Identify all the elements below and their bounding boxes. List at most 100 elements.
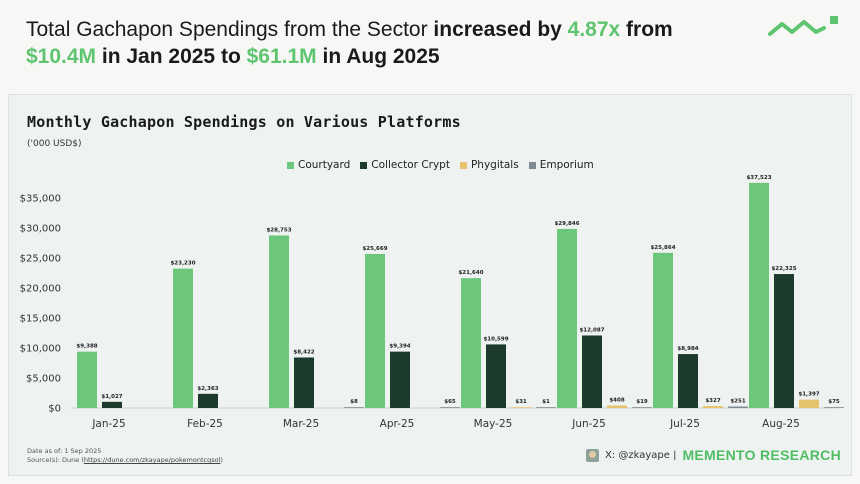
bar-courtyard — [365, 253, 385, 408]
data-label: $29,846 — [554, 221, 579, 227]
data-label: $1,027 — [101, 394, 122, 400]
data-label: $2,363 — [197, 386, 218, 392]
legend-label: Emporium — [539, 159, 594, 171]
x-tick-label: Jan-25 — [91, 418, 125, 430]
bar-emporium — [632, 407, 652, 408]
bar-emporium — [728, 406, 748, 408]
data-label: $327 — [705, 398, 720, 404]
data-label: $22,325 — [771, 266, 796, 272]
data-label: $25,864 — [650, 245, 675, 251]
x-tick-label: Apr-25 — [380, 418, 415, 430]
legend-swatch — [287, 161, 294, 169]
brand-name: MEMENTO RESEARCH — [682, 447, 841, 463]
footer-branding: X: @zkayape | MEMENTO RESEARCH — [585, 447, 841, 463]
data-label: $31 — [515, 399, 527, 405]
bar-collector-crypt — [774, 274, 794, 408]
x-tick-label: Aug-25 — [762, 418, 800, 430]
data-label: $21,640 — [458, 270, 483, 276]
x-tick-label: Jun-25 — [571, 418, 606, 430]
data-label: $8,422 — [293, 349, 314, 355]
x-tick-label: May-25 — [474, 418, 513, 430]
bar-courtyard — [653, 252, 673, 408]
x-handle[interactable]: X: @zkayape | — [604, 449, 677, 461]
data-label: $75 — [828, 399, 840, 405]
bar-courtyard — [557, 228, 577, 408]
bar-courtyard — [77, 351, 97, 408]
y-tick-label: $25,000 — [20, 254, 61, 265]
data-label: $19 — [636, 399, 648, 405]
bar-courtyard — [173, 268, 193, 408]
bar-courtyard — [461, 278, 481, 408]
legend-swatch — [360, 161, 368, 169]
data-label: $25,669 — [362, 246, 387, 252]
bar-emporium — [440, 407, 460, 408]
bar-phygitals — [511, 407, 531, 408]
data-label: $408 — [609, 398, 624, 404]
legend-swatch — [459, 161, 467, 169]
bar-collector-crypt — [198, 393, 218, 408]
source-link[interactable]: https://dune.com/zkayape/pokemontcgsol — [83, 456, 221, 464]
data-label: $23,230 — [170, 261, 195, 267]
data-label: $28,753 — [266, 227, 291, 233]
data-label: $9,394 — [389, 344, 410, 350]
x-tick-label: Jul-25 — [669, 418, 700, 430]
headline-text-6: in Jan 2025 to — [96, 45, 247, 68]
legend-item-collector-crypt: Collector Crypt — [360, 159, 450, 171]
headline-end-value: $61.1M — [246, 45, 317, 68]
bar-phygitals — [607, 405, 627, 408]
y-tick-label: $35,000 — [20, 194, 61, 205]
data-label: $12,087 — [579, 327, 604, 333]
legend-label: Courtyard — [298, 159, 351, 171]
data-label: $8 — [350, 399, 358, 405]
data-label: $65 — [444, 399, 456, 405]
legend-label: Collector Crypt — [371, 159, 450, 171]
legend: Courtyard Collector Crypt Phygitals Empo… — [287, 159, 594, 171]
y-tick-label: $20,000 — [20, 284, 61, 295]
data-label: $1 — [542, 399, 550, 405]
y-tick-label: $0 — [48, 404, 61, 415]
chart-title: Monthly Gachapon Spendings on Various Pl… — [27, 113, 461, 131]
data-label: $9,388 — [76, 344, 97, 350]
bar-courtyard — [269, 235, 289, 408]
bar-phygitals — [799, 399, 819, 408]
bar-collector-crypt — [390, 351, 410, 408]
bar-collector-crypt — [486, 344, 506, 408]
legend-label: Phygitals — [470, 159, 519, 171]
bar-emporium — [536, 407, 556, 408]
x-tick-label: Mar-25 — [283, 418, 319, 430]
data-label: $8,984 — [677, 346, 698, 352]
avatar-icon — [585, 448, 599, 462]
bar-collector-crypt — [678, 354, 698, 408]
y-tick-label: $15,000 — [20, 314, 61, 325]
bar-collector-crypt — [102, 401, 122, 408]
bar-chart: $0 $5,000 $10,000 $15,000 $20,000 $25,000 $30,… — [20, 175, 844, 430]
bar-collector-crypt — [582, 335, 602, 408]
source-note: Source(s): Dune (https://dune.com/zkayap… — [27, 456, 223, 464]
legend-swatch — [528, 161, 536, 169]
y-tick-label: $5,000 — [26, 374, 61, 385]
bar-emporium — [824, 407, 844, 408]
bar-courtyard — [749, 182, 769, 408]
headline-text-4: from — [620, 18, 673, 41]
footer-notes: Date as of: 1 Sep 2025 Source(s): Dune (… — [27, 447, 223, 465]
data-label: $1,397 — [798, 392, 819, 398]
headline-text-1: Total Gachapon Spendings from the Sector — [26, 18, 434, 41]
y-tick-label: $30,000 — [20, 224, 61, 235]
memento-logo-icon — [768, 16, 838, 36]
data-label: $251 — [730, 398, 745, 404]
data-label: $10,599 — [483, 336, 508, 342]
date-note: Date as of: 1 Sep 2025 — [27, 447, 102, 455]
unit-note: ('000 USD$) — [27, 139, 82, 149]
x-tick-label: Feb-25 — [187, 418, 223, 430]
y-tick-label: $10,000 — [20, 344, 61, 355]
data-label: $37,523 — [746, 175, 771, 181]
bar-phygitals — [703, 406, 723, 408]
legend-item-phygitals: Phygitals — [459, 159, 519, 171]
bar-collector-crypt — [294, 357, 314, 408]
headline-multiplier: 4.87x — [567, 18, 621, 41]
legend-item-emporium: Emporium — [528, 159, 594, 171]
legend-item-courtyard: Courtyard — [287, 159, 350, 171]
headline-text-8: in Aug 2025 — [316, 45, 440, 68]
bar-emporium — [344, 407, 364, 408]
chart-panel: Monthly Gachapon Spendings on Various Pl… — [8, 94, 852, 476]
